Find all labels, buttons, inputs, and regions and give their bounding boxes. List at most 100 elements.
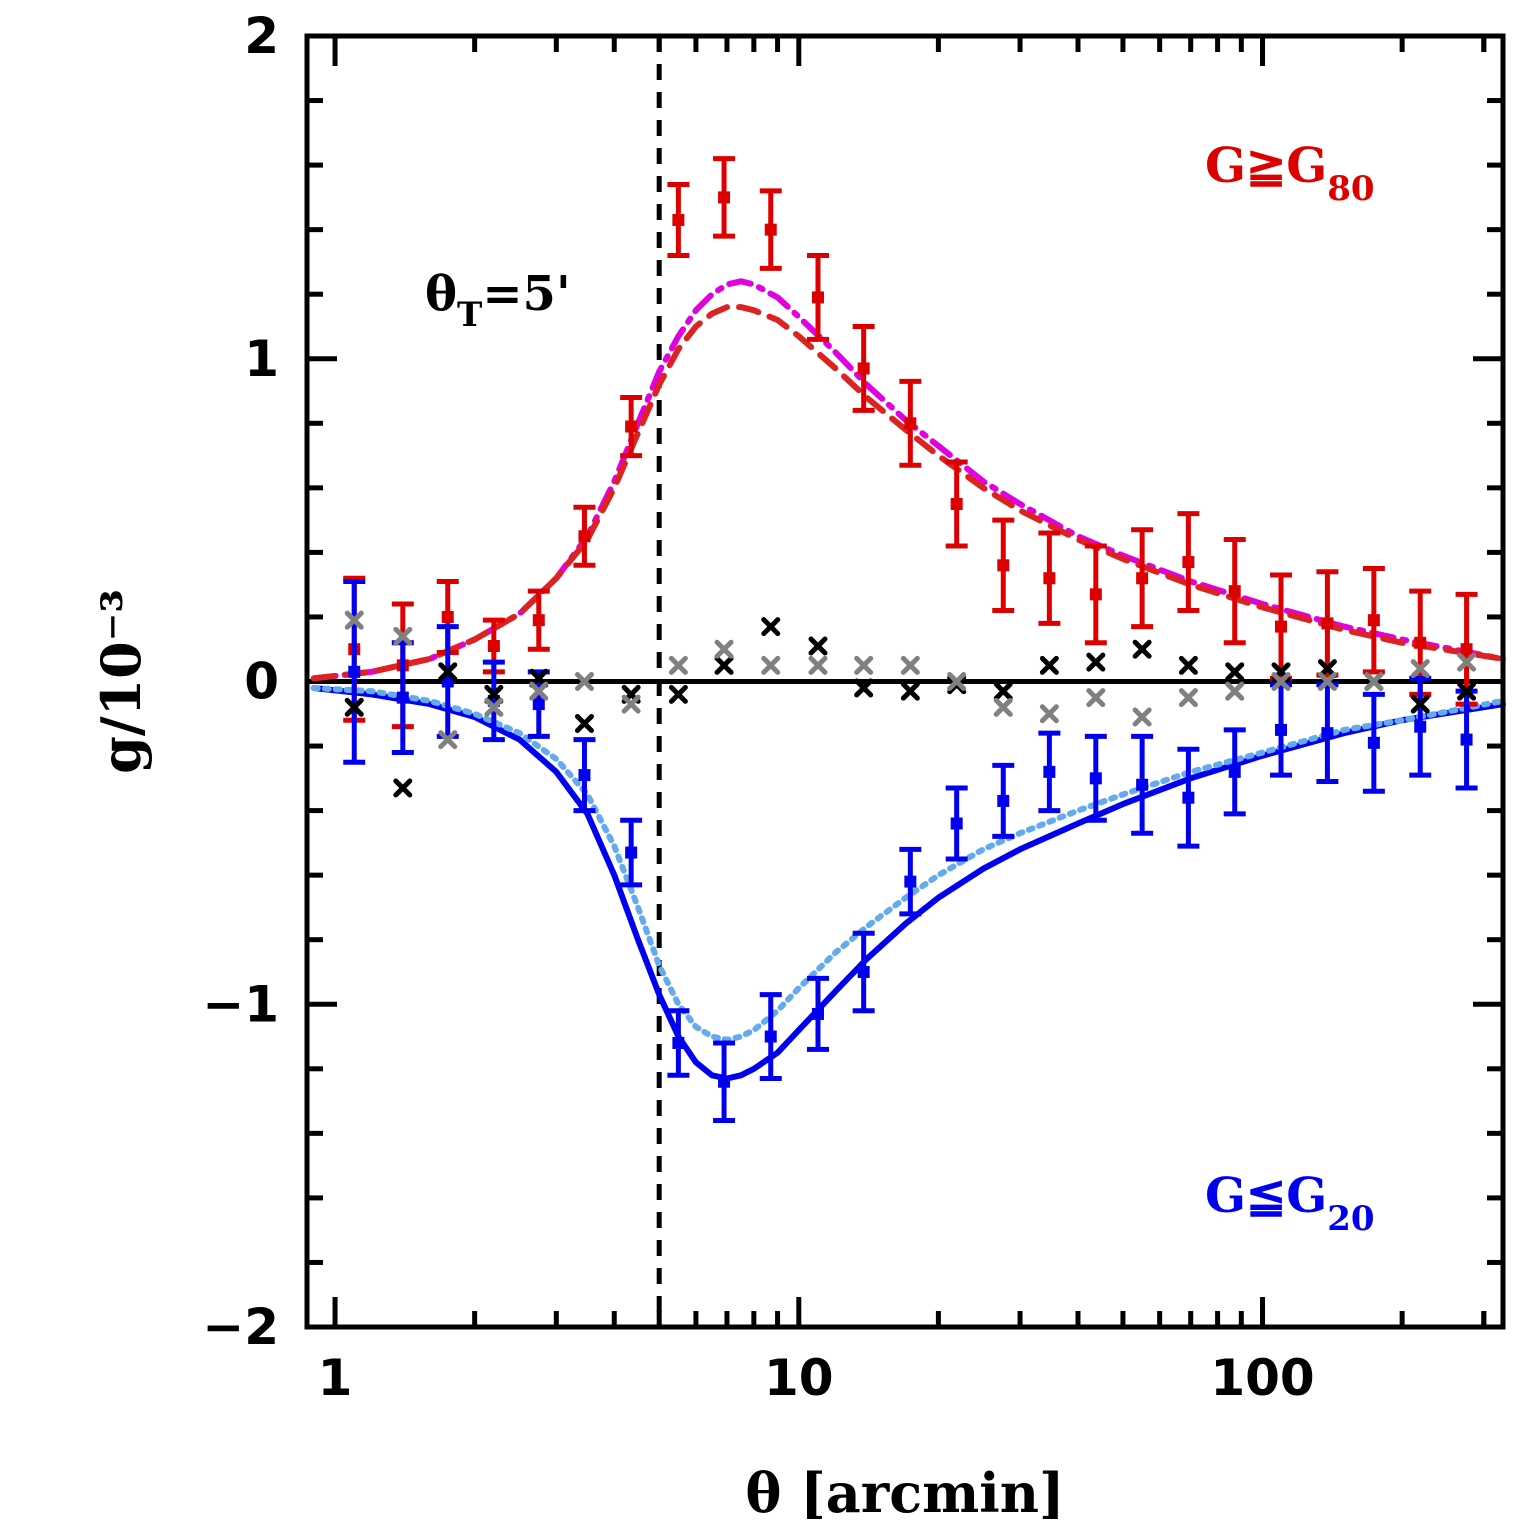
data-point [1321,617,1334,630]
cross-point [668,684,688,704]
cross-point [344,697,364,717]
data-point [811,291,824,304]
model-curve [310,304,1506,682]
cross-point [529,681,549,701]
cross-point [574,672,594,691]
data-point [904,417,917,430]
cross-point [714,639,734,659]
cross-point [993,681,1013,701]
data-point [532,614,545,627]
data-point [1089,588,1102,601]
annotation-label: θT=5' [425,266,571,335]
cross-point [1039,655,1059,675]
cross-point [1039,704,1059,724]
data-point [718,1075,731,1088]
cross-point [668,655,688,675]
cross-point [1178,655,1198,675]
data-point [950,817,963,830]
cross-point [854,678,874,698]
data-point [1228,585,1241,598]
data-point [1043,765,1056,778]
y-tick-label: 1 [244,330,279,388]
cross-point [714,655,734,675]
data-points [343,156,1478,1123]
cross-point [1086,688,1106,708]
x-axis-title: θ [arcmin] [745,1461,1064,1525]
x-tick-label: 10 [764,1349,834,1407]
cross-point [808,636,828,656]
data-point [1228,765,1241,778]
y-tick-label: 2 [244,7,279,65]
data-point [1367,614,1380,627]
data-point [348,665,361,678]
data-point [441,610,454,623]
cross-point [947,672,967,691]
annotation-label: G≦G20 [1205,1168,1375,1239]
x-tick-label: 1 [318,1349,353,1407]
data-point [1089,772,1102,785]
cross-point [393,778,413,798]
y-axis-title: g/10⁻³ [89,589,153,774]
reference-lines [307,36,1503,1327]
data-point [1136,778,1149,791]
data-point [1275,723,1288,736]
data-point [857,965,870,978]
data-point [1275,620,1288,633]
cross-point [1086,652,1106,672]
cross-point [1410,694,1430,714]
cross-point [393,626,413,646]
cross-point [1364,672,1384,691]
data-point [532,698,545,711]
y-tick-label: 0 [244,653,279,711]
data-point [718,191,731,204]
data-point [950,497,963,510]
cross-point [484,684,504,704]
cross-point [1317,672,1337,691]
data-point [1043,572,1056,585]
cross-point [438,730,458,750]
data-point [487,639,500,652]
data-point [672,213,685,226]
data-point [1460,643,1473,656]
cross-point [993,697,1013,717]
data-point [1414,720,1427,733]
cross-point [761,655,781,675]
cross-point [1317,659,1337,679]
data-point [997,794,1010,807]
cross-point [1132,639,1152,659]
cross-point [1132,707,1152,727]
data-point [1460,733,1473,746]
cross-point [808,655,828,675]
data-point [441,675,454,688]
cross-point [1457,681,1477,701]
y-tick-label: −1 [202,975,279,1033]
y-tick-label: −2 [202,1298,279,1356]
data-point [396,691,409,704]
model-curve [310,685,1506,1043]
cross-point [1178,688,1198,708]
cross-point [1457,652,1477,672]
plot-frame [304,33,1506,1330]
data-point [764,1030,777,1043]
data-point [625,846,638,859]
data-point [811,1007,824,1020]
data-point [672,1036,685,1049]
x-tick-label: 100 [1210,1349,1314,1407]
data-point [578,769,591,782]
cross-point [900,655,920,675]
cross-point [1410,659,1430,679]
cross-point [854,655,874,675]
cross-point [529,668,549,688]
data-point [1321,727,1334,740]
data-point [904,875,917,888]
data-point [578,530,591,543]
cross-point [900,681,920,701]
cross-point [1271,672,1291,691]
data-point [1136,572,1149,585]
cross-point [574,713,594,733]
model-curve [310,685,1506,1082]
model-curves [310,278,1506,1082]
data-point [625,420,638,433]
data-point [997,559,1010,572]
